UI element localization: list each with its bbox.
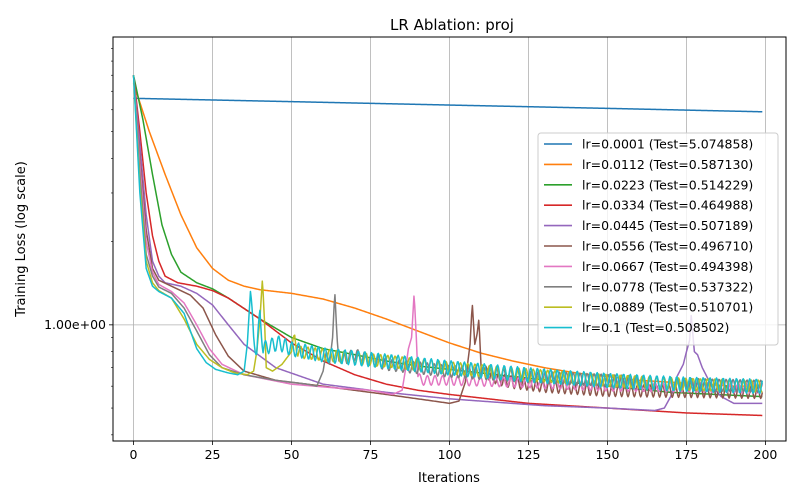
legend-label: lr=0.0889 (Test=0.510701) (582, 300, 753, 315)
y-tick-label: 1.00e+00 (44, 317, 106, 332)
x-tick-label: 125 (517, 447, 541, 462)
legend-label: lr=0.0667 (Test=0.494398) (582, 259, 753, 274)
legend-label: lr=0.0112 (Test=0.587130) (582, 157, 753, 172)
x-tick-label: 175 (675, 447, 699, 462)
legend-label: lr=0.0778 (Test=0.537322) (582, 279, 753, 294)
legend-label: lr=0.0334 (Test=0.464988) (582, 198, 753, 213)
series-line-3 (132, 75, 763, 417)
y-axis-ticks: 1.00e+00 (44, 48, 113, 436)
x-tick-label: 75 (363, 447, 379, 462)
series-line-6 (132, 75, 763, 396)
legend-label: lr=0.0223 (Test=0.514229) (582, 177, 753, 192)
chart-title: LR Ablation: proj (390, 16, 514, 34)
series-line-9 (132, 75, 764, 395)
y-axis-title: Training Loss (log scale) (14, 161, 29, 318)
legend-label: lr=0.0445 (Test=0.507189) (582, 218, 753, 233)
series-line-4 (132, 75, 763, 412)
x-tick-label: 50 (284, 447, 300, 462)
x-tick-label: 0 (130, 447, 138, 462)
series-line-0 (133, 97, 763, 113)
legend-label: lr=0.1 (Test=0.508502) (582, 320, 729, 335)
legend-label: lr=0.0001 (Test=5.074858) (582, 137, 753, 152)
legend: lr=0.0001 (Test=5.074858) lr=0.0112 (Test… (537, 132, 779, 346)
plot-lines (132, 75, 764, 417)
x-tick-label: 25 (205, 447, 221, 462)
legend-box (537, 132, 779, 346)
legend-label: lr=0.0556 (Test=0.496710) (582, 239, 753, 254)
x-tick-label: 150 (596, 447, 620, 462)
x-tick-label: 100 (438, 447, 462, 462)
x-tick-label: 200 (754, 447, 778, 462)
x-axis-ticks: 0 25 50 75 100 125 150 175 200 (130, 441, 778, 462)
x-axis-title: Iterations (418, 471, 480, 486)
